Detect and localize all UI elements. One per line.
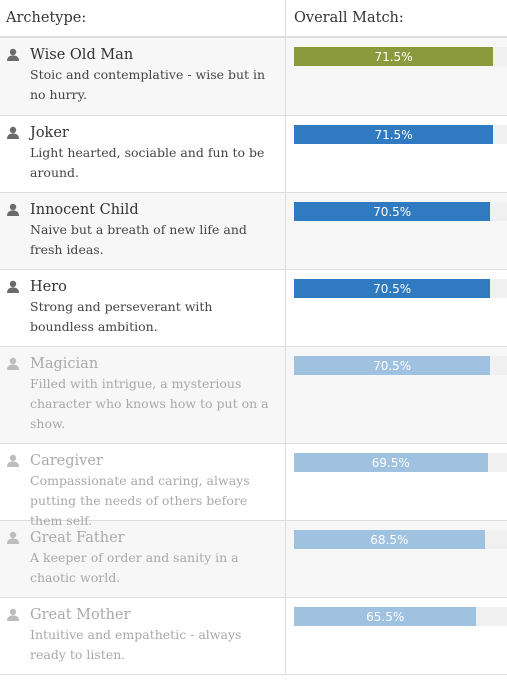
archetype-description: Intuitive and empathetic - always ready … xyxy=(30,627,242,662)
match-bar-track: 69.5% xyxy=(294,453,507,472)
table-row[interactable]: Hero Strong and perseverant with boundles… xyxy=(0,270,507,347)
match-percent-label: 71.5% xyxy=(374,49,413,64)
archetype-description: A keeper of order and sanity in a chaoti… xyxy=(30,550,239,585)
match-bar-fill: 70.5% xyxy=(294,202,491,221)
match-percent-label: 70.5% xyxy=(373,204,412,219)
match-cell: 71.5% xyxy=(285,38,507,115)
archetype-description: Light hearted, sociable and fun to be ar… xyxy=(30,145,265,180)
person-icon xyxy=(6,45,23,115)
archetype-column-header: Archetype: xyxy=(6,10,87,26)
person-icon xyxy=(6,277,23,346)
archetype-description: Strong and perseverant with boundless am… xyxy=(30,299,213,334)
table-row[interactable]: Great Father A keeper of order and sanity… xyxy=(0,521,507,598)
person-icon xyxy=(6,354,23,443)
match-bar-track: 70.5% xyxy=(294,356,507,375)
archetype-text: Innocent Child Naive but a breath of new … xyxy=(30,200,279,269)
table-row[interactable]: Joker Light hearted, sociable and fun to … xyxy=(0,116,507,193)
archetype-name: Great Mother xyxy=(30,607,131,623)
overall-match-column-header: Overall Match: xyxy=(285,0,507,36)
archetype-name: Magician xyxy=(30,356,99,372)
archetype-cell: Hero Strong and perseverant with boundles… xyxy=(0,270,285,346)
archetype-description: Compassionate and caring, always putting… xyxy=(30,473,250,528)
match-cell: 68.5% xyxy=(285,521,507,597)
match-percent-label: 70.5% xyxy=(373,281,412,296)
table-row[interactable]: Innocent Child Naive but a breath of new … xyxy=(0,193,507,270)
match-bar-fill: 68.5% xyxy=(294,530,485,549)
match-bar-fill: 70.5% xyxy=(294,279,491,298)
archetype-text: Caregiver Compassionate and caring, alway… xyxy=(30,451,279,528)
archetype-name: Joker xyxy=(30,125,69,141)
match-percent-label: 71.5% xyxy=(374,127,413,142)
person-icon xyxy=(6,451,23,520)
archetype-cell: Wise Old Man Stoic and contemplative - wi… xyxy=(0,38,285,115)
archetype-text: Magician Filled with intrigue, a mysterio… xyxy=(30,354,279,443)
archetype-cell: Joker Light hearted, sociable and fun to … xyxy=(0,116,285,192)
match-bar-track: 71.5% xyxy=(294,125,507,144)
match-percent-label: 70.5% xyxy=(373,358,412,373)
match-bar-track: 71.5% xyxy=(294,47,507,66)
match-cell: 70.5% xyxy=(285,347,507,443)
match-cell: 70.5% xyxy=(285,193,507,269)
archetype-cell: Innocent Child Naive but a breath of new … xyxy=(0,193,285,269)
archetype-name: Caregiver xyxy=(30,453,103,469)
archetype-text: Great Mother Intuitive and empathetic - a… xyxy=(30,605,279,674)
table-header: Archetype: Overall Match: xyxy=(0,0,507,38)
match-bar-fill: 69.5% xyxy=(294,453,488,472)
match-bar-track: 68.5% xyxy=(294,530,507,549)
match-cell: 69.5% xyxy=(285,444,507,520)
match-cell: 71.5% xyxy=(285,116,507,192)
archetype-cell: Great Father A keeper of order and sanity… xyxy=(0,521,285,597)
archetype-text: Wise Old Man Stoic and contemplative - wi… xyxy=(30,45,279,115)
table-row[interactable]: Magician Filled with intrigue, a mysterio… xyxy=(0,347,507,444)
archetype-name: Wise Old Man xyxy=(30,47,134,63)
archetype-description: Filled with intrigue, a mysterious chara… xyxy=(30,376,269,431)
archetype-name: Hero xyxy=(30,279,67,295)
match-bar-fill: 65.5% xyxy=(294,607,477,626)
match-cell: 65.5% xyxy=(285,598,507,674)
archetype-description: Naive but a breath of new life and fresh… xyxy=(30,222,247,257)
archetype-cell: Magician Filled with intrigue, a mysterio… xyxy=(0,347,285,443)
match-bar-track: 70.5% xyxy=(294,279,507,298)
match-bar-fill: 71.5% xyxy=(294,47,494,66)
table-row[interactable]: Wise Old Man Stoic and contemplative - wi… xyxy=(0,38,507,116)
archetype-text: Great Father A keeper of order and sanity… xyxy=(30,528,279,597)
person-icon xyxy=(6,123,23,192)
match-cell: 70.5% xyxy=(285,270,507,346)
archetype-description: Stoic and contemplative - wise but in no… xyxy=(30,67,266,102)
archetype-name: Great Father xyxy=(30,530,125,546)
match-percent-label: 69.5% xyxy=(371,455,410,470)
table-body: Wise Old Man Stoic and contemplative - wi… xyxy=(0,38,507,675)
person-icon xyxy=(6,528,23,597)
table-row[interactable]: Great Mother Intuitive and empathetic - a… xyxy=(0,598,507,675)
archetype-name: Innocent Child xyxy=(30,202,139,218)
table-row[interactable]: Caregiver Compassionate and caring, alway… xyxy=(0,444,507,528)
match-percent-label: 65.5% xyxy=(366,609,405,624)
person-icon xyxy=(6,200,23,269)
archetype-text: Hero Strong and perseverant with boundles… xyxy=(30,277,279,346)
archetype-cell: Great Mother Intuitive and empathetic - a… xyxy=(0,598,285,674)
archetype-text: Joker Light hearted, sociable and fun to … xyxy=(30,123,279,192)
match-bar-fill: 70.5% xyxy=(294,356,491,375)
match-bar-fill: 71.5% xyxy=(294,125,494,144)
archetype-cell: Caregiver Compassionate and caring, alway… xyxy=(0,444,285,528)
match-bar-track: 70.5% xyxy=(294,202,507,221)
person-icon xyxy=(6,605,23,674)
match-bar-track: 65.5% xyxy=(294,607,507,626)
match-percent-label: 68.5% xyxy=(370,532,409,547)
